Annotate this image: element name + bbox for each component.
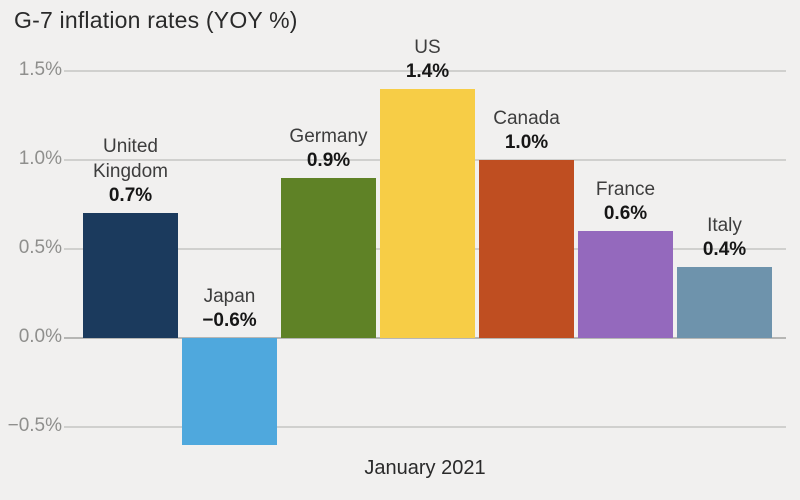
bar-france	[578, 231, 673, 338]
y-gridline	[64, 70, 786, 72]
y-tick-label: 0.5%	[18, 237, 62, 258]
bar-category-label: US	[414, 36, 441, 58]
bar-value-label: 0.4%	[702, 239, 747, 261]
bar-label-france: France 0.6%	[565, 178, 687, 227]
bar-value-label: −0.6%	[202, 310, 257, 332]
bar-label-germany: Germany 0.9%	[268, 125, 390, 174]
bar-label-italy: Italy 0.4%	[664, 214, 786, 263]
bar-category-label: Germany	[289, 125, 368, 147]
bar-label-us: US 1.4%	[367, 36, 489, 85]
bar-germany	[281, 178, 376, 338]
bar-category-label: Italy	[707, 214, 742, 236]
bar-category-label: Canada	[493, 107, 560, 129]
bar-category-label: Japan	[203, 285, 256, 307]
y-gridline	[64, 426, 786, 428]
y-tick-label: 0.0%	[18, 326, 62, 347]
y-tick-label: −0.5%	[7, 415, 62, 436]
x-axis-label: January 2021	[364, 457, 486, 479]
bar-japan	[182, 338, 277, 445]
bar-united-kingdom	[83, 213, 178, 338]
bar-value-label: 0.7%	[108, 185, 153, 207]
zero-gridline	[64, 337, 786, 339]
bar-label-canada: Canada 1.0%	[466, 107, 588, 156]
bar-label-united-kingdom: United Kingdom 0.7%	[70, 135, 192, 209]
bar-value-label: 0.6%	[603, 203, 648, 225]
bar-category-label: France	[595, 178, 656, 200]
bar-italy	[677, 267, 772, 338]
bar-category-label: United Kingdom	[93, 135, 168, 182]
bar-us	[380, 89, 475, 338]
y-tick-label: 1.0%	[18, 148, 62, 169]
bar-label-japan: Japan −0.6%	[169, 285, 291, 334]
bar-value-label: 0.9%	[306, 150, 351, 172]
bar-canada	[479, 160, 574, 338]
bar-value-label: 1.4%	[405, 61, 450, 83]
chart-title: G-7 inflation rates (YOY %)	[14, 7, 298, 33]
y-tick-label: 1.5%	[18, 59, 62, 80]
bar-value-label: 1.0%	[504, 132, 549, 154]
